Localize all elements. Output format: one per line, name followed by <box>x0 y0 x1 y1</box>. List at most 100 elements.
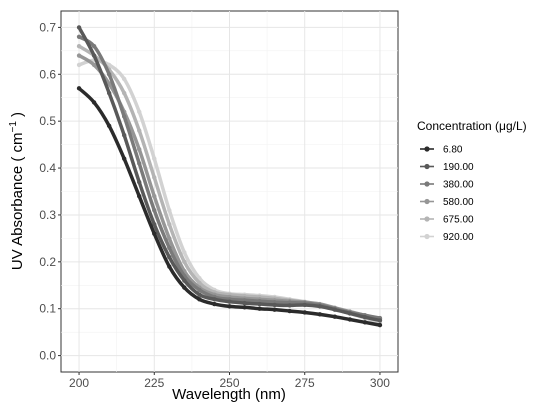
x-tick-label: 200 <box>69 376 89 390</box>
series-point <box>272 307 277 312</box>
legend-key-point <box>424 146 430 152</box>
legend-label: 6.80 <box>443 145 463 156</box>
series-point <box>257 301 262 307</box>
series-point <box>152 222 157 227</box>
series-point <box>137 109 142 114</box>
series-point <box>182 259 187 265</box>
series-point <box>152 175 157 180</box>
series-point <box>76 53 82 58</box>
y-axis-title-end: ) <box>9 112 26 121</box>
series-point <box>197 287 202 293</box>
series-point <box>182 278 187 283</box>
legend-key-point <box>424 216 430 222</box>
series-point <box>197 297 202 302</box>
series-point <box>137 161 142 166</box>
y-axis-title: UV Absorbance ( cm−1 ) <box>8 112 26 270</box>
x-tick-label: 300 <box>370 376 390 390</box>
series-point <box>137 179 142 185</box>
x-tick-label: 225 <box>144 376 164 390</box>
series-point <box>121 133 127 138</box>
series-point <box>167 264 172 269</box>
legend-label: 580.00 <box>443 197 474 208</box>
legend-key-point <box>424 163 430 170</box>
legend-title: Concentration (μg/L) <box>417 119 527 133</box>
series-point <box>167 208 172 213</box>
series-point <box>197 280 202 286</box>
series-point <box>362 320 368 325</box>
series-point <box>242 305 247 310</box>
series-point <box>272 302 277 308</box>
y-tick-label: 0.2 <box>39 255 56 269</box>
series-point <box>377 318 383 323</box>
series-point <box>167 254 172 260</box>
series-point <box>317 304 322 309</box>
series-point <box>121 90 127 96</box>
series-point <box>182 250 187 255</box>
series-point <box>287 308 292 314</box>
series-point <box>302 302 307 308</box>
legend-key-point <box>424 181 430 187</box>
series-point <box>212 301 217 307</box>
y-tick-label: 0.6 <box>39 67 56 81</box>
series-point <box>121 114 127 119</box>
series-point <box>167 236 172 241</box>
series-point <box>242 300 247 306</box>
legend: 6.80 190.00 380.00 580.00 675.00 920.00 <box>420 145 474 243</box>
series-point <box>106 90 112 96</box>
series-point <box>332 314 338 319</box>
series-point <box>257 306 262 311</box>
legend-key-point <box>424 198 430 205</box>
series-point <box>152 193 157 199</box>
series-point <box>347 317 353 322</box>
series-point <box>167 245 172 250</box>
y-tick-label: 0.0 <box>39 349 56 363</box>
series-point <box>227 304 232 309</box>
series-point <box>152 156 157 161</box>
series-point <box>377 322 383 328</box>
series-point <box>106 72 112 77</box>
series-point <box>91 62 97 68</box>
legend-label: 190.00 <box>443 162 474 173</box>
series-point <box>76 86 82 91</box>
x-axis-ticks: 200 225 250 275 300 <box>69 372 390 390</box>
series-point <box>106 123 112 129</box>
series-point <box>137 193 142 199</box>
series-point <box>137 128 142 133</box>
series-point <box>91 43 97 49</box>
series-point <box>197 292 202 297</box>
series-point <box>91 53 97 58</box>
series-point <box>137 147 142 152</box>
series-point <box>91 100 97 105</box>
legend-label: 920.00 <box>443 232 474 243</box>
series-point <box>332 307 338 312</box>
y-axis-title-main: UV Absorbance ( cm <box>9 133 26 271</box>
x-tick-label: 275 <box>295 376 315 390</box>
series-point <box>317 312 322 317</box>
series-point <box>106 81 112 86</box>
y-tick-label: 0.1 <box>39 302 56 316</box>
y-axis-ticks: 0.0 0.1 0.2 0.3 0.4 0.5 0.6 0.7 <box>39 20 61 363</box>
series-point <box>121 76 127 82</box>
series-point <box>347 311 353 316</box>
series-point <box>212 297 217 302</box>
legend-label: 380.00 <box>443 180 474 191</box>
x-axis-title: Wavelength (nm) <box>172 386 286 402</box>
x-tick-label: 250 <box>219 376 239 390</box>
y-tick-label: 0.5 <box>39 114 56 128</box>
legend-key-point <box>424 233 430 240</box>
series-point <box>302 310 307 315</box>
series-point <box>362 314 368 320</box>
series-point <box>167 222 172 227</box>
series-point <box>76 34 82 39</box>
series-point <box>152 208 157 213</box>
series-point <box>76 43 82 49</box>
series-point <box>121 156 127 161</box>
y-axis-title-superscript: −1 <box>8 121 19 133</box>
series-point <box>182 285 187 290</box>
series-point <box>76 62 82 68</box>
y-tick-label: 0.4 <box>39 161 56 175</box>
y-tick-label: 0.7 <box>39 20 56 34</box>
y-tick-label: 0.3 <box>39 208 56 222</box>
